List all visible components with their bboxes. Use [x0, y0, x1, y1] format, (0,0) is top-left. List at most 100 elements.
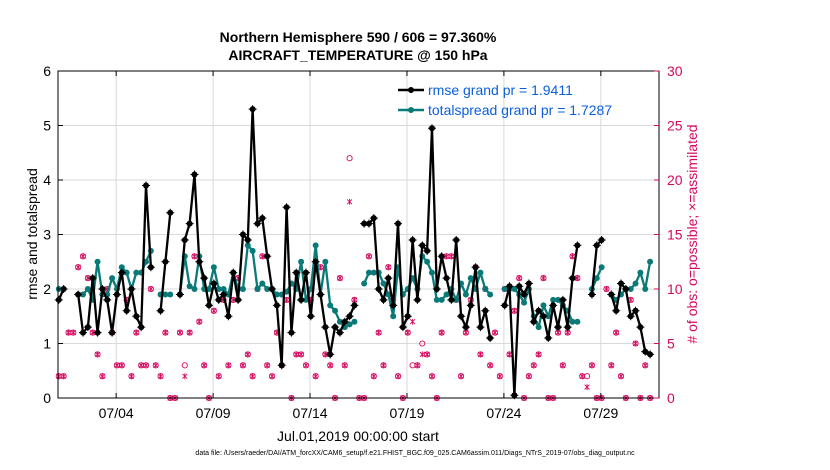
obs-assimilated-marker [477, 351, 484, 358]
point-star-rmse [384, 274, 393, 283]
legend-label-rmse: rmse grand pr = 1.9411 [428, 82, 573, 98]
y-axis-right: 0 5 10 15 20 25 30 [654, 63, 683, 406]
obs-assimilated-marker [298, 351, 304, 358]
legend-label-totalspread: totalspread grand pr = 1.7287 [428, 102, 612, 118]
point-star-rmse [306, 312, 315, 321]
x-tick-label: 07/24 [486, 405, 521, 421]
obs-assimilated-marker [409, 318, 416, 325]
obs-assimilated-marker [419, 351, 426, 358]
point-totalspread [191, 286, 198, 292]
point-star-rmse [394, 219, 403, 228]
point-totalspread [322, 258, 329, 265]
point-totalspread [167, 291, 174, 298]
obs-assimilated-marker [114, 362, 120, 369]
obs-assimilated-marker [293, 351, 299, 358]
point-totalspread [593, 275, 600, 282]
point-totalspread [273, 291, 280, 298]
obs-assimilated-marker [487, 362, 493, 369]
obs-assimilated-marker [143, 362, 149, 369]
legend-marker-rmse [408, 87, 414, 93]
point-star-rmse [350, 301, 359, 310]
obs-assimilated-marker [148, 286, 154, 292]
point-star-rmse [568, 274, 577, 283]
obs-assimilated-marker [283, 296, 290, 303]
obs-assimilated-marker [157, 373, 164, 380]
y-axis-label: rmse and totalspread [24, 168, 40, 300]
point-star-rmse [243, 235, 252, 244]
point-star-rmse [238, 230, 247, 239]
point-totalspread [312, 242, 319, 249]
x-axis-label: Jul.01,2019 00:00:00 start [277, 428, 439, 444]
y2-axis-label: # of obs: o=possible; ×=assimilated [684, 124, 700, 343]
obs-assimilated-marker [511, 307, 518, 314]
point-star-rmse [93, 328, 102, 337]
legend: rmse grand pr = 1.9411 totalspread grand… [398, 82, 612, 118]
point-totalspread [424, 258, 431, 265]
point-star-rmse [374, 285, 383, 293]
obs-assimilated-marker [211, 307, 217, 314]
point-star-rmse [408, 235, 417, 244]
obs-assimilated-marker [443, 253, 450, 260]
point-star-rmse [229, 268, 238, 277]
point-star-rmse [636, 323, 645, 332]
obs-assimilated-marker [89, 329, 96, 336]
point-totalspread [569, 318, 576, 325]
point-star-rmse [54, 295, 63, 304]
point-star-rmse [592, 241, 601, 250]
point-totalspread [298, 258, 305, 265]
obs-assimilated-marker [346, 198, 353, 205]
point-star-rmse [621, 285, 630, 293]
obs-assimilated-marker [186, 329, 193, 336]
point-star-rmse [558, 295, 567, 304]
point-star-rmse [364, 219, 373, 228]
obs-assimilated-marker [249, 373, 256, 380]
point-totalspread [123, 269, 130, 276]
y-tick-label: 2 [43, 281, 51, 297]
y2-tick-label: 15 [667, 227, 683, 243]
obs-possible-marker [346, 155, 353, 162]
obs-assimilated-marker [492, 329, 498, 336]
point-star-rmse [258, 214, 267, 223]
obs-assimilated-marker [312, 373, 319, 380]
point-star-rmse [234, 295, 243, 304]
point-totalspread [511, 286, 518, 292]
obs-assimilated-marker [70, 329, 77, 336]
point-totalspread [346, 321, 353, 328]
point-star-rmse [515, 282, 524, 291]
obs-assimilated-marker [589, 362, 595, 369]
x-tick-label: 07/14 [293, 405, 328, 421]
series-line-totalspread [610, 261, 652, 302]
obs-assimilated-marker [240, 362, 246, 369]
obs-assimilated-marker [429, 373, 435, 380]
point-star-rmse [190, 170, 199, 179]
obs-possible-marker [584, 373, 591, 380]
point-totalspread [574, 318, 581, 325]
obs-assimilated-marker [56, 373, 62, 380]
point-totalspread [210, 264, 217, 271]
obs-assimilated-marker [574, 275, 581, 282]
point-star-rmse [219, 290, 228, 299]
point-star-rmse [520, 290, 529, 299]
point-totalspread [336, 318, 343, 325]
obs-assimilated-marker [152, 362, 159, 369]
obs-possible-marker [181, 362, 188, 369]
point-totalspread [443, 291, 450, 298]
obs-assimilated-marker [230, 296, 236, 303]
obs-assimilated-marker [516, 275, 522, 282]
point-star-rmse [427, 124, 436, 133]
point-star-rmse [224, 312, 233, 321]
obs-assimilated-marker [642, 362, 648, 369]
point-star-rmse [631, 306, 640, 315]
point-totalspread [133, 269, 140, 276]
point-totalspread [428, 269, 435, 276]
obs-assimilated-marker [322, 351, 329, 358]
point-totalspread [186, 283, 193, 290]
obs-assimilated-marker [584, 384, 590, 391]
point-totalspread [632, 280, 639, 287]
x-tick-label: 07/29 [583, 405, 618, 421]
obs-assimilated-marker [405, 329, 411, 336]
point-totalspread [370, 269, 377, 276]
point-star-rmse [335, 328, 344, 337]
point-totalspread [239, 286, 246, 292]
point-star-rmse [597, 235, 606, 244]
